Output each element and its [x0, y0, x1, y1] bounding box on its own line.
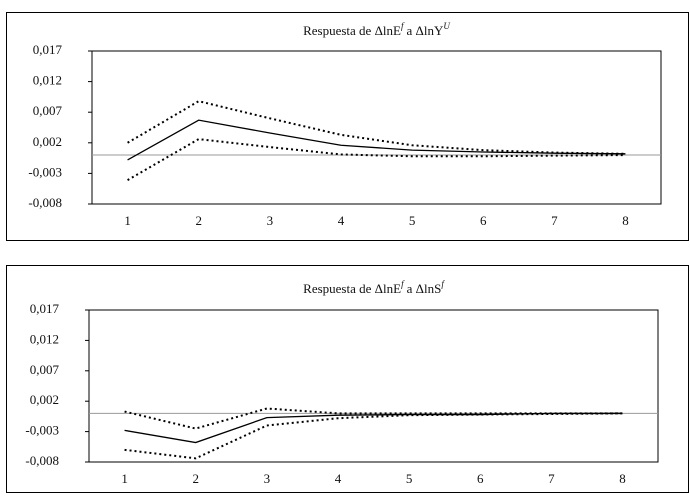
title-part: f [441, 279, 445, 289]
data-line [127, 138, 626, 181]
x-tick-label: 5 [409, 213, 416, 228]
x-tick-label: 1 [124, 213, 131, 228]
data-line [124, 407, 623, 430]
title-part: U [443, 21, 450, 31]
x-tick-label: 3 [267, 213, 274, 228]
chart-title: Respuesta de ΔlnEf a ΔlnYU [303, 21, 450, 38]
y-tick-label: 0,012 [30, 331, 59, 346]
x-tick-label: 7 [551, 213, 558, 228]
x-tick-label: 6 [477, 471, 484, 486]
y-tick-label: -0,003 [25, 423, 59, 438]
chart-title: Respuesta de ΔlnEf a ΔlnSf [303, 279, 445, 296]
x-tick-label: 5 [406, 471, 413, 486]
title-part: Respuesta de ΔlnE [303, 23, 401, 38]
data-line [124, 412, 623, 460]
y-tick-label: 0,017 [30, 301, 60, 316]
y-tick-label: 0,002 [30, 392, 59, 407]
y-tick-label: -0,008 [25, 453, 59, 468]
title-part: a ΔlnS [407, 281, 442, 296]
x-tick-label: 7 [548, 471, 555, 486]
data-line [127, 100, 626, 155]
y-tick-label: 0,002 [33, 134, 62, 149]
data-line [124, 412, 623, 444]
x-tick-label: 8 [619, 471, 626, 486]
x-tick-label: 8 [622, 213, 629, 228]
x-tick-label: 1 [121, 471, 128, 486]
y-tick-label: 0,007 [30, 362, 60, 377]
title-part: f [401, 279, 405, 289]
title-part: Respuesta de ΔlnE [303, 281, 401, 296]
x-tick-label: 4 [338, 213, 345, 228]
plot-frame [88, 309, 659, 463]
x-tick-label: 4 [335, 471, 342, 486]
chart-frame [6, 12, 689, 241]
y-tick-label: 0,017 [33, 42, 63, 57]
x-tick-label: 2 [195, 213, 202, 228]
title-part: a ΔlnY [407, 23, 444, 38]
y-tick-label: -0,003 [28, 164, 62, 179]
title-part: f [401, 21, 405, 31]
x-tick-label: 2 [192, 471, 199, 486]
y-tick-label: 0,012 [33, 73, 62, 88]
chart-frame [6, 265, 689, 493]
x-tick-label: 3 [264, 471, 271, 486]
y-tick-label: -0,008 [28, 195, 62, 210]
y-tick-label: 0,007 [33, 103, 63, 118]
x-tick-label: 6 [480, 213, 487, 228]
plot-frame [91, 50, 662, 205]
